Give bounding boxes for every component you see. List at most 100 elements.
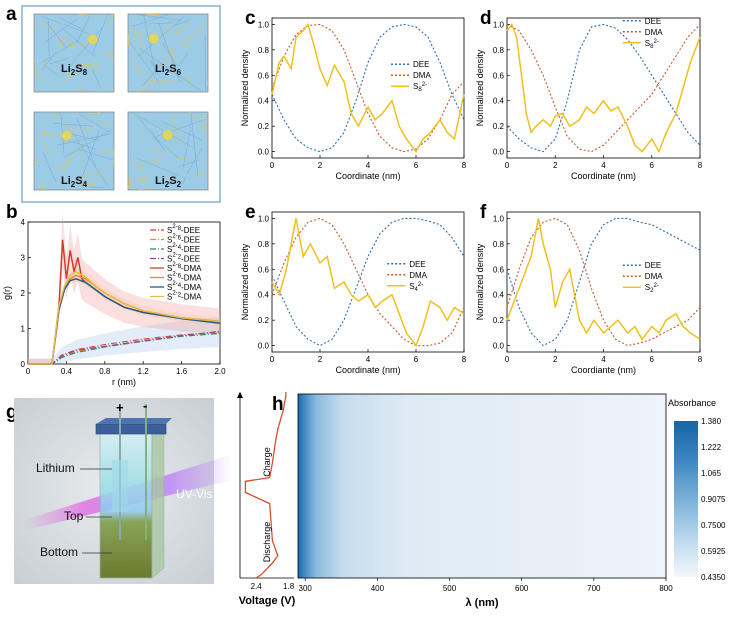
y-tick-label: 1.0	[493, 214, 505, 223]
solvent-strand	[86, 111, 101, 117]
y-tick-label: 0.0	[258, 148, 270, 157]
solvent-strand	[98, 120, 113, 127]
colorbar-tick-label: 0.7500	[701, 521, 726, 530]
series-line-DEE	[506, 23, 701, 153]
x-tick-label: 0	[26, 367, 31, 376]
solvent-strand	[136, 86, 150, 93]
solvent-strand	[133, 60, 143, 77]
x-tick-label: 2.0	[214, 367, 226, 376]
polysulfide-cluster	[61, 130, 73, 142]
panel-label-c: c	[245, 8, 256, 29]
y-tick-label: 0.2	[258, 122, 270, 131]
solvent-strand	[167, 48, 178, 64]
solvent-strand	[81, 63, 94, 65]
solvent-strand	[73, 135, 111, 190]
solvent-strand	[174, 23, 190, 34]
solvent-strand	[90, 179, 97, 188]
solvent-strand	[57, 133, 111, 146]
solvent-strand	[48, 19, 50, 58]
x-tick-label: 8	[698, 355, 703, 364]
solvent-strand	[183, 74, 193, 86]
snapshot-li2s2: Li2S2	[127, 111, 209, 191]
legend-label-DEE: DEE	[645, 261, 661, 270]
y-axis-label: Normalized density	[475, 49, 485, 126]
heatmap-x-axis-label: λ (nm)	[466, 597, 499, 609]
legend-label-DEE: DEE	[645, 17, 661, 26]
legend-label-DEE: DEE	[413, 60, 429, 69]
legend-label-DMA: DMA	[645, 28, 663, 37]
solvent-strand	[83, 65, 93, 67]
plot-frame	[271, 17, 465, 159]
solvent-strand	[166, 46, 175, 51]
solvent-strand	[52, 21, 62, 24]
solvent-strand	[38, 165, 41, 168]
solvent-strand	[42, 39, 79, 63]
panel-label-a: a	[6, 4, 17, 25]
solvent-strand	[177, 53, 189, 67]
series-line-DMA	[271, 217, 465, 347]
snapshot-label: Li2S6	[155, 63, 182, 77]
solvent-strand	[127, 33, 130, 48]
voltage-tick-label: 1.8	[283, 582, 295, 591]
x-tick-label: 8	[698, 161, 703, 170]
panel-label-g: g	[6, 402, 18, 423]
snapshot-label: Li2S8	[61, 63, 88, 77]
solvent-strand	[182, 129, 191, 170]
solvent-strand	[102, 166, 105, 173]
solvent-strand	[195, 170, 207, 178]
solvent-strand	[49, 113, 61, 119]
x-axis-label: Coordinate (nm)	[335, 171, 400, 181]
x-tick-label: 2	[553, 161, 558, 170]
solvent-strand	[150, 130, 166, 151]
colorbar-tick-label: 0.5925	[701, 547, 726, 556]
legend-label-DMA: DMA	[409, 271, 427, 280]
solvent-strand	[63, 160, 69, 173]
heatmap-x-tick-label: 300	[299, 584, 313, 593]
voltage-profile-chart: 2.4 1.8 Voltage (V) Charge Discharge	[237, 392, 296, 607]
solvent-strand	[41, 182, 44, 191]
solvent-strand	[197, 123, 209, 134]
solvent-strand	[206, 81, 209, 87]
solvent-strand	[180, 39, 189, 50]
solvent-strand	[49, 57, 70, 65]
solvent-strand	[150, 60, 160, 76]
legend-label-S4-DMA: S2-4-DMA	[167, 281, 202, 292]
y-tick-label: 0.4	[258, 291, 270, 300]
bottom-label: Bottom	[40, 545, 78, 559]
solvent-strand	[92, 58, 105, 61]
solvent-strand	[173, 19, 191, 27]
x-tick-label: 0	[505, 161, 510, 170]
panel-h-heatmap: 300 400 500 600 700 800 λ (nm) Absorbance 1.380 1…	[297, 393, 726, 609]
x-tick-label: 2	[318, 161, 323, 170]
uv-vis-label: UV-Vis	[176, 487, 212, 501]
y-axis-label: Normalized density	[240, 49, 250, 126]
solvent-strand	[151, 87, 154, 93]
x-tick-label: 0.8	[99, 367, 111, 376]
y-axis-label: g(r)	[2, 286, 12, 300]
colorbar-tick-label: 1.222	[701, 443, 722, 452]
y-tick-label: 0.4	[258, 97, 270, 106]
x-tick-label: 0	[505, 355, 510, 364]
solvent-strand	[137, 44, 141, 55]
x-axis-label: Coordinate (nm)	[571, 171, 636, 181]
colorbar	[674, 421, 698, 577]
solvent-strand	[143, 15, 157, 76]
solvent-strand	[38, 136, 45, 139]
solvent-strand	[56, 40, 63, 43]
panel-label-f: f	[480, 202, 487, 223]
solvent-strand	[77, 148, 114, 161]
y-tick-label: 0.2	[493, 122, 505, 131]
panel-label-d: d	[480, 8, 492, 29]
solvent-strand	[129, 41, 160, 84]
x-tick-label: 6	[650, 161, 655, 170]
solvent-strand	[138, 16, 185, 57]
solvent-strand	[100, 149, 115, 155]
heatmap-x-tick-label: 400	[371, 584, 385, 593]
y-tick-label: 0.4	[493, 291, 505, 300]
solvent-strand	[56, 165, 63, 173]
x-tick-label: 4	[601, 161, 606, 170]
voltage-axis-arrow	[237, 392, 243, 398]
solvent-strand	[139, 134, 144, 137]
solvent-strand	[53, 123, 93, 127]
solvent-strand	[77, 85, 84, 93]
